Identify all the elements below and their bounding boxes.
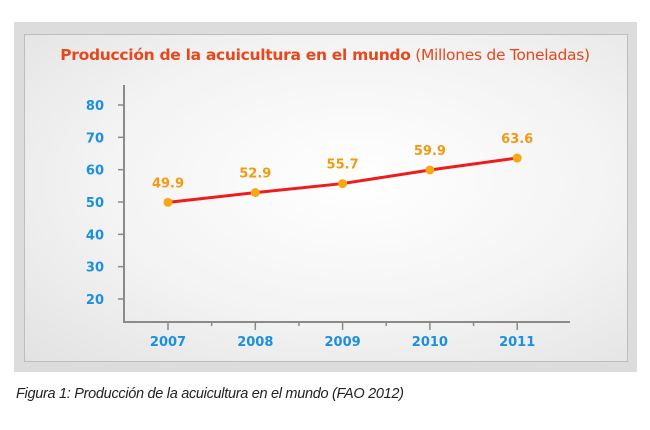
- data-label: 49.9: [152, 176, 184, 191]
- data-point: [425, 165, 435, 175]
- x-tick-label: 2008: [237, 335, 273, 350]
- data-label: 59.9: [414, 144, 446, 159]
- y-tick-label: 80: [86, 99, 104, 114]
- x-tick-label: 2011: [499, 335, 535, 350]
- x-tick-label: 2009: [325, 335, 361, 350]
- title-subtitle: (Millones de Toneladas): [415, 46, 590, 64]
- y-tick-label: 70: [86, 131, 104, 146]
- y-tick-label: 20: [86, 293, 104, 308]
- data-label: 63.6: [501, 132, 533, 147]
- data-label: 52.9: [239, 167, 271, 182]
- y-tick-label: 30: [86, 261, 104, 276]
- x-tick-label: 2010: [412, 335, 448, 350]
- data-point: [512, 153, 522, 163]
- data-point: [338, 179, 348, 189]
- y-tick-label: 50: [86, 196, 104, 211]
- figure-caption: Figura 1: Producción de la acuicultura e…: [16, 386, 404, 402]
- x-tick-label: 2007: [150, 335, 186, 350]
- y-tick-label: 40: [86, 228, 104, 243]
- data-point: [250, 188, 260, 198]
- data-point: [163, 197, 173, 207]
- chart-title: Producción de la acuicultura en el mundo…: [0, 46, 650, 64]
- y-tick-label: 60: [86, 164, 104, 179]
- title-main: Producción de la acuicultura en el mundo: [60, 46, 411, 64]
- data-label: 55.7: [327, 158, 359, 173]
